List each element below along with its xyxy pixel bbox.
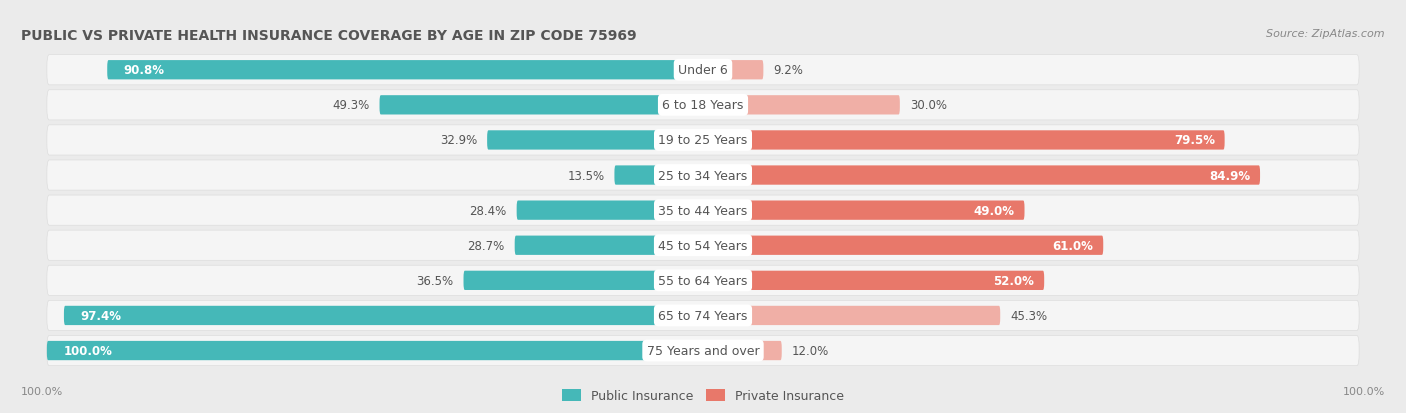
FancyBboxPatch shape xyxy=(46,161,1360,191)
FancyBboxPatch shape xyxy=(464,271,703,290)
FancyBboxPatch shape xyxy=(703,96,900,115)
FancyBboxPatch shape xyxy=(703,271,1045,290)
FancyBboxPatch shape xyxy=(703,341,782,360)
FancyBboxPatch shape xyxy=(46,301,1360,331)
FancyBboxPatch shape xyxy=(703,166,1260,185)
Text: 13.5%: 13.5% xyxy=(568,169,605,182)
Text: 49.0%: 49.0% xyxy=(974,204,1015,217)
Text: 35 to 44 Years: 35 to 44 Years xyxy=(658,204,748,217)
Text: 12.0%: 12.0% xyxy=(792,344,828,357)
FancyBboxPatch shape xyxy=(516,201,703,220)
FancyBboxPatch shape xyxy=(703,131,1225,150)
Text: 52.0%: 52.0% xyxy=(994,274,1035,287)
Text: 28.7%: 28.7% xyxy=(468,239,505,252)
Text: 65 to 74 Years: 65 to 74 Years xyxy=(658,309,748,322)
FancyBboxPatch shape xyxy=(46,126,1360,156)
Text: 30.0%: 30.0% xyxy=(910,99,946,112)
Text: 100.0%: 100.0% xyxy=(1343,387,1385,396)
Text: 36.5%: 36.5% xyxy=(416,274,454,287)
FancyBboxPatch shape xyxy=(703,61,763,80)
Text: Under 6: Under 6 xyxy=(678,64,728,77)
FancyBboxPatch shape xyxy=(46,230,1360,261)
Text: Source: ZipAtlas.com: Source: ZipAtlas.com xyxy=(1267,29,1385,39)
Text: 100.0%: 100.0% xyxy=(21,387,63,396)
FancyBboxPatch shape xyxy=(46,341,703,360)
Text: 45 to 54 Years: 45 to 54 Years xyxy=(658,239,748,252)
FancyBboxPatch shape xyxy=(46,336,1360,366)
Text: 100.0%: 100.0% xyxy=(63,344,112,357)
Text: 55 to 64 Years: 55 to 64 Years xyxy=(658,274,748,287)
Text: 49.3%: 49.3% xyxy=(332,99,370,112)
FancyBboxPatch shape xyxy=(46,55,1360,85)
Text: PUBLIC VS PRIVATE HEALTH INSURANCE COVERAGE BY AGE IN ZIP CODE 75969: PUBLIC VS PRIVATE HEALTH INSURANCE COVER… xyxy=(21,29,637,43)
FancyBboxPatch shape xyxy=(380,96,703,115)
FancyBboxPatch shape xyxy=(703,201,1025,220)
FancyBboxPatch shape xyxy=(486,131,703,150)
FancyBboxPatch shape xyxy=(614,166,703,185)
Text: 97.4%: 97.4% xyxy=(80,309,121,322)
Text: 9.2%: 9.2% xyxy=(773,64,803,77)
Text: 84.9%: 84.9% xyxy=(1209,169,1250,182)
FancyBboxPatch shape xyxy=(703,236,1104,255)
FancyBboxPatch shape xyxy=(703,306,1000,325)
Text: 25 to 34 Years: 25 to 34 Years xyxy=(658,169,748,182)
FancyBboxPatch shape xyxy=(46,266,1360,296)
Text: 90.8%: 90.8% xyxy=(124,64,165,77)
Text: 75 Years and over: 75 Years and over xyxy=(647,344,759,357)
FancyBboxPatch shape xyxy=(63,306,703,325)
Text: 6 to 18 Years: 6 to 18 Years xyxy=(662,99,744,112)
Text: 28.4%: 28.4% xyxy=(470,204,506,217)
Text: 61.0%: 61.0% xyxy=(1053,239,1094,252)
Text: 19 to 25 Years: 19 to 25 Years xyxy=(658,134,748,147)
Text: 79.5%: 79.5% xyxy=(1174,134,1215,147)
FancyBboxPatch shape xyxy=(46,196,1360,225)
Text: 32.9%: 32.9% xyxy=(440,134,477,147)
Text: 45.3%: 45.3% xyxy=(1010,309,1047,322)
Legend: Public Insurance, Private Insurance: Public Insurance, Private Insurance xyxy=(557,385,849,407)
FancyBboxPatch shape xyxy=(515,236,703,255)
FancyBboxPatch shape xyxy=(107,61,703,80)
FancyBboxPatch shape xyxy=(46,90,1360,121)
